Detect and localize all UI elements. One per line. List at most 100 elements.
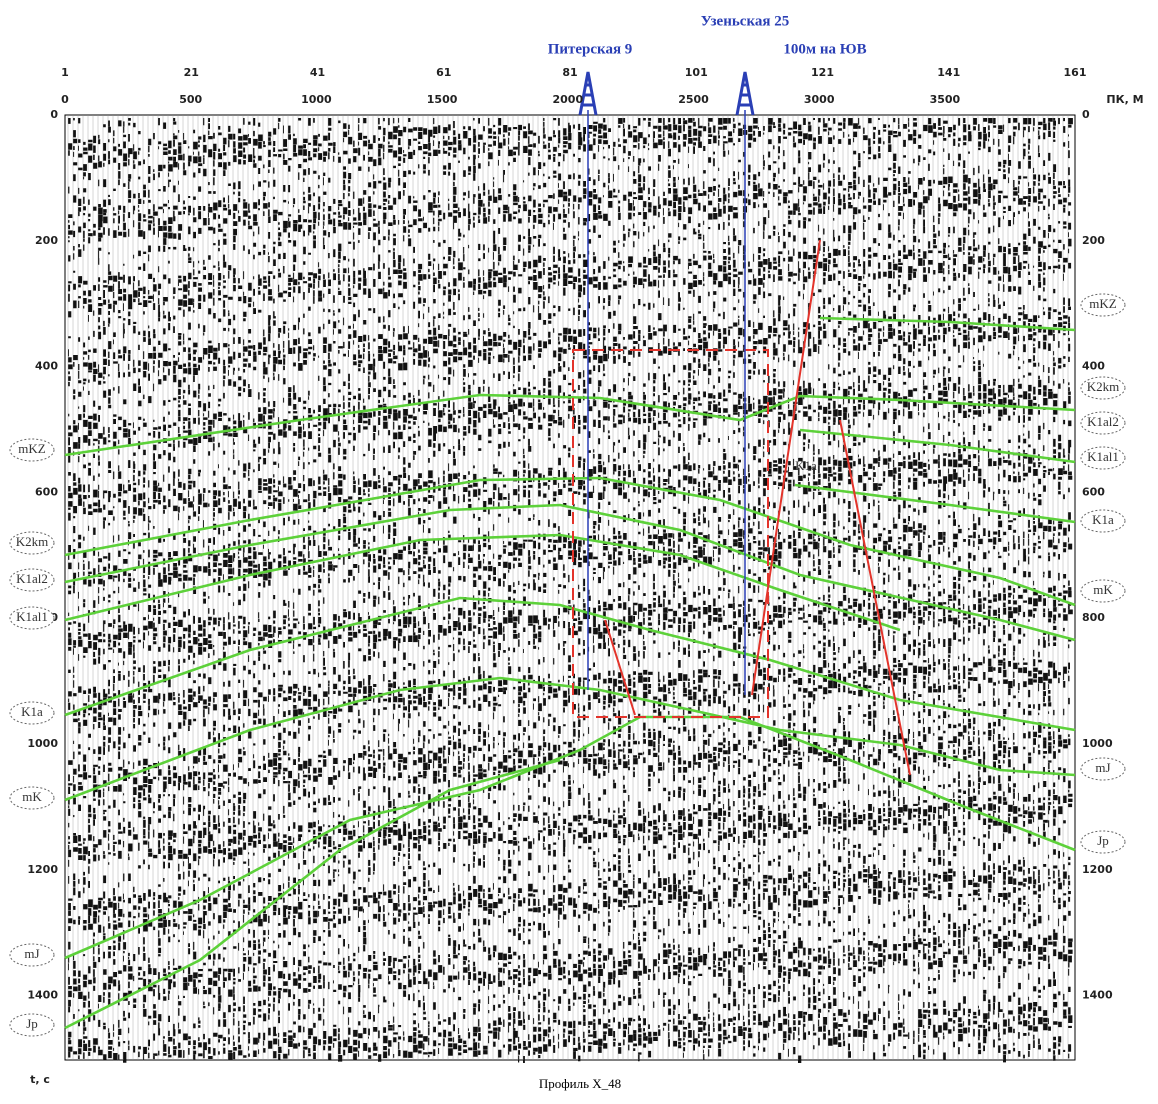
seismic-trace <box>753 118 758 1057</box>
seismic-trace <box>563 128 568 1047</box>
seismic-trace <box>213 132 218 1056</box>
seismic-trace <box>908 118 913 1039</box>
label-ring <box>9 606 55 630</box>
label-ring <box>1080 376 1126 400</box>
seismic-trace <box>883 124 888 1057</box>
time-label: 1000 <box>1082 737 1113 750</box>
seismic-trace <box>473 118 478 1057</box>
seismic-trace <box>198 136 203 1057</box>
seismic-trace <box>808 121 813 1035</box>
seismic-trace <box>438 125 443 1055</box>
horizon <box>799 428 1076 464</box>
horizon-label: mK <box>1093 582 1113 597</box>
horizon-label: mJ <box>24 946 39 961</box>
seismic-trace <box>223 137 228 1054</box>
horizon-label: K1a <box>21 704 43 719</box>
seismic-trace <box>252 118 258 1057</box>
seismic-trace <box>168 140 173 1058</box>
label-ring <box>9 786 55 810</box>
wells <box>578 71 755 695</box>
seismic-trace <box>718 118 723 1057</box>
label-ring <box>1080 757 1126 781</box>
picket-label: 41 <box>310 66 325 79</box>
picket-label: 121 <box>811 66 834 79</box>
seismic-trace <box>358 118 363 1057</box>
seismic-trace <box>953 124 958 1048</box>
seismic-trace <box>523 126 528 1063</box>
horizon-label: mK <box>22 789 42 804</box>
seismic-trace <box>498 118 503 1058</box>
seismic-trace <box>978 124 983 1055</box>
seismic-trace <box>603 118 608 1049</box>
seismic-trace <box>78 118 83 1059</box>
seismic-trace <box>843 118 848 1047</box>
seismic-trace <box>633 126 638 1052</box>
seismic-trace <box>127 118 133 1051</box>
label-ring <box>1080 830 1126 854</box>
well-note: 100м на ЮВ <box>783 41 866 57</box>
horizon <box>64 503 1076 642</box>
seismic-trace <box>993 118 998 1048</box>
seismic-trace <box>503 125 508 1048</box>
seismic-trace <box>507 127 513 1055</box>
label-ring <box>9 1013 55 1037</box>
seismic-trace <box>378 118 383 1062</box>
seismic-trace <box>283 125 288 1059</box>
seismic-trace <box>818 118 823 1046</box>
seismic-trace <box>703 126 708 1060</box>
seismic-trace <box>858 118 863 1037</box>
picket-label: 81 <box>562 66 577 79</box>
label-ring <box>9 568 55 592</box>
seismic-trace <box>913 118 918 1061</box>
time-label: 1000 <box>27 737 58 750</box>
seismic-trace <box>258 122 263 1055</box>
horizon <box>64 533 901 632</box>
distance-unit: ПК, М <box>1106 93 1143 106</box>
horizon-label: Jp <box>1097 833 1109 848</box>
horizon <box>64 715 1076 960</box>
horizon-label: mJ <box>1095 760 1110 775</box>
seismic-trace <box>248 121 253 1057</box>
seismic-trace <box>93 135 98 1053</box>
seismic-trace <box>408 118 413 1058</box>
label-ring <box>9 701 55 725</box>
horizon-label: K2km <box>16 534 49 549</box>
well-label: Питерская 9 <box>548 41 633 57</box>
seismic-trace <box>733 118 738 1042</box>
label-ring <box>1080 579 1126 603</box>
seismic-trace <box>918 134 923 1058</box>
seismic-trace <box>873 126 878 1060</box>
seismic-trace <box>188 146 193 1055</box>
seismic-trace <box>618 118 623 1054</box>
seismic-trace <box>708 118 713 1057</box>
seismic-trace <box>348 124 353 1054</box>
time-unit: t, c <box>30 1073 50 1086</box>
seismic-trace <box>203 118 208 1059</box>
time-label: 1400 <box>1082 989 1113 1002</box>
seismic-trace <box>518 124 523 1063</box>
seismic-trace <box>1068 118 1073 1059</box>
well-label: Узеньская 25 <box>701 13 789 29</box>
seismic-trace <box>738 122 743 1037</box>
seismic-trace <box>343 123 348 1056</box>
seismic-trace <box>613 141 618 1047</box>
seismic-trace <box>553 118 558 1053</box>
seismic-trace <box>453 121 458 1050</box>
picket-label: 21 <box>184 66 199 79</box>
well-icon <box>578 71 598 116</box>
horizon-label: Jp <box>26 1016 38 1031</box>
seismic-trace <box>638 118 643 1062</box>
seismic-trace <box>593 121 598 1045</box>
seismic-trace <box>823 118 828 1040</box>
seismic-trace <box>98 134 103 1056</box>
seismic-trace <box>598 123 603 1053</box>
seismic-trace <box>928 118 933 1050</box>
seismic-trace <box>833 118 838 1045</box>
time-label: 0 <box>50 108 58 121</box>
distance-label: 2000 <box>552 93 583 106</box>
picket-label: 101 <box>685 66 708 79</box>
seismic-trace <box>643 118 648 1048</box>
seismic-trace <box>848 118 853 1058</box>
seismic-trace <box>478 118 483 1055</box>
seismic-trace <box>238 128 243 1056</box>
